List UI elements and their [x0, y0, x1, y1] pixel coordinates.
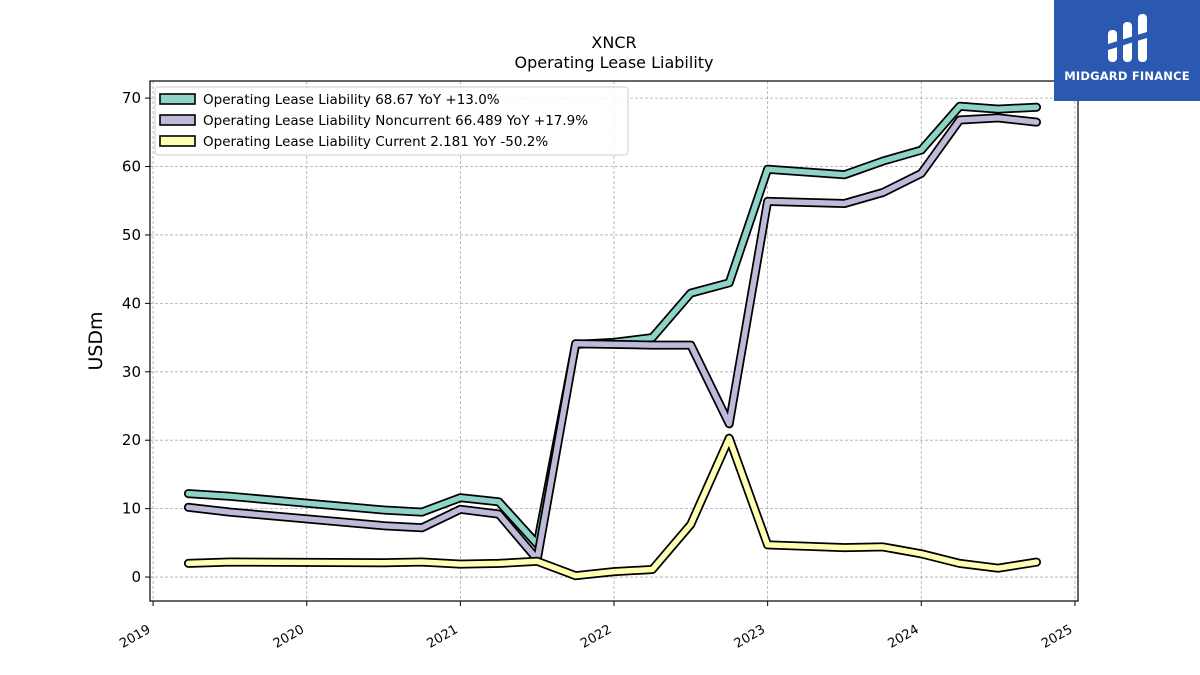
series-line-2: [185, 435, 1040, 579]
midgard-logo-icon: [1108, 14, 1147, 62]
chart-title: XNCR: [591, 33, 636, 52]
legend-swatch: [159, 135, 196, 147]
y-axis-ticks: 0 10 20 30 40 50 60 70: [122, 89, 150, 586]
legend-box: [154, 86, 629, 156]
y-tick-label: 50: [122, 226, 141, 244]
legend-swatch: [159, 114, 196, 126]
legend-entry: Operating Lease Liability 68.67 YoY +13.…: [203, 92, 500, 108]
y-tick-label: 70: [122, 89, 141, 107]
legend-entry: Operating Lease Liability Noncurrent 66.…: [203, 113, 588, 129]
x-tick-label: 2019: [117, 622, 153, 652]
y-tick-label: 0: [131, 568, 141, 586]
y-tick-label: 10: [122, 500, 141, 518]
y-tick-label: 60: [122, 158, 141, 176]
x-tick-label: 2021: [425, 622, 461, 652]
series-lines: [183, 101, 1041, 581]
brand-logo: MIDGARD FINANCE: [1054, 0, 1200, 101]
chart-subtitle: Operating Lease Liability: [514, 53, 713, 72]
x-tick-label: 2024: [885, 622, 921, 652]
series-outline-0: [183, 101, 1041, 549]
x-axis-ticks: 2019 2020 2021 2022 2023 2024 2025: [117, 601, 1076, 652]
x-tick-label: 2020: [271, 622, 307, 652]
y-tick-label: 20: [122, 431, 141, 449]
y-tick-label: 40: [122, 294, 141, 312]
x-tick-label: 2023: [732, 622, 768, 652]
series-line-0: [185, 103, 1040, 547]
series-line-1: [185, 115, 1040, 563]
legend: Operating Lease Liability 68.67 YoY +13.…: [154, 86, 629, 156]
x-tick-label: 2022: [578, 622, 614, 652]
x-tick-label: 2025: [1039, 622, 1075, 652]
y-axis-label: USDm: [85, 311, 107, 370]
brand-name: MIDGARD FINANCE: [1064, 69, 1190, 83]
legend-entry: Operating Lease Liability Current 2.181 …: [203, 134, 548, 150]
legend-swatch: [159, 93, 196, 105]
y-tick-label: 30: [122, 363, 141, 381]
